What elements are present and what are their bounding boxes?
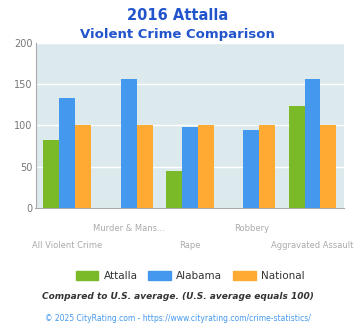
Text: © 2025 CityRating.com - https://www.cityrating.com/crime-statistics/: © 2025 CityRating.com - https://www.city… bbox=[45, 314, 310, 323]
Bar bbox=[137, 124, 153, 208]
Legend: Attalla, Alabama, National: Attalla, Alabama, National bbox=[71, 267, 308, 285]
Text: Murder & Mans...: Murder & Mans... bbox=[93, 224, 165, 233]
Bar bbox=[121, 79, 137, 208]
Text: Robbery: Robbery bbox=[234, 224, 269, 233]
Bar bbox=[305, 79, 321, 208]
Text: Aggravated Assault: Aggravated Assault bbox=[271, 241, 354, 250]
Text: 2016 Attalla: 2016 Attalla bbox=[127, 8, 228, 23]
Text: Compared to U.S. average. (U.S. average equals 100): Compared to U.S. average. (U.S. average … bbox=[42, 292, 313, 301]
Text: All Violent Crime: All Violent Crime bbox=[32, 241, 103, 250]
Bar bbox=[75, 124, 91, 208]
Bar bbox=[243, 130, 259, 208]
Bar bbox=[259, 124, 275, 208]
Text: Violent Crime Comparison: Violent Crime Comparison bbox=[80, 28, 275, 41]
Bar bbox=[289, 106, 305, 208]
Bar bbox=[43, 140, 59, 208]
Bar bbox=[198, 124, 214, 208]
Bar bbox=[182, 127, 198, 208]
Bar bbox=[59, 98, 75, 208]
Bar bbox=[166, 171, 182, 208]
Text: Rape: Rape bbox=[179, 241, 201, 250]
Bar bbox=[321, 124, 337, 208]
